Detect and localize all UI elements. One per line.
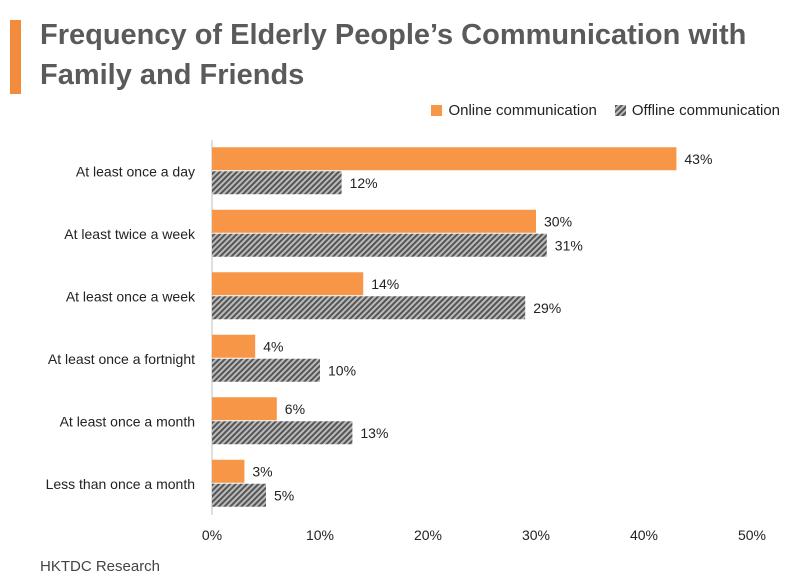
data-label-offline: 13% xyxy=(360,425,388,441)
category-label: At least once a day xyxy=(76,163,195,179)
bar-online xyxy=(212,334,256,358)
bar-online xyxy=(212,272,364,296)
title-accent-bar xyxy=(10,20,21,94)
source-note: HKTDC Research xyxy=(40,558,161,575)
category-label: At least twice a week xyxy=(64,226,196,242)
legend-label-online: Online communication xyxy=(448,102,597,119)
x-tick-label: 10% xyxy=(306,527,334,543)
category-label: Less than once a month xyxy=(46,476,195,492)
data-label-offline: 5% xyxy=(274,487,294,503)
data-label-online: 3% xyxy=(252,463,272,479)
legend-swatch-online xyxy=(431,105,443,116)
bar-online xyxy=(212,209,536,233)
bar-online xyxy=(212,397,277,421)
legend: Online communication Offline communicati… xyxy=(431,102,780,119)
data-label-online: 43% xyxy=(684,151,712,167)
data-label-online: 4% xyxy=(263,338,283,354)
legend-item-offline: Offline communication xyxy=(614,102,780,119)
x-tick-label: 20% xyxy=(414,527,442,543)
data-label-offline: 12% xyxy=(350,175,378,191)
category-label: At least once a fortnight xyxy=(48,351,195,367)
x-tick-label: 40% xyxy=(630,527,658,543)
bar-online xyxy=(212,459,245,483)
chart-title-line-2: Family and Friends xyxy=(40,59,305,91)
data-label-online: 6% xyxy=(285,401,305,417)
data-label-online: 30% xyxy=(544,213,572,229)
bar-offline xyxy=(212,171,342,195)
data-label-online: 14% xyxy=(371,276,399,292)
data-label-offline: 31% xyxy=(555,237,583,253)
legend-item-online: Online communication xyxy=(431,102,597,119)
x-tick-label: 0% xyxy=(202,527,222,543)
chart-title-line-1: Frequency of Elderly People’s Communicat… xyxy=(40,19,747,51)
chart-title: Frequency of Elderly People’s Communicat… xyxy=(40,15,780,95)
bar-offline xyxy=(212,483,266,507)
data-label-offline: 29% xyxy=(533,300,561,316)
x-tick-label: 30% xyxy=(522,527,550,543)
category-label: At least once a month xyxy=(60,413,195,429)
legend-label-offline: Offline communication xyxy=(631,102,780,119)
data-label-offline: 10% xyxy=(328,362,356,378)
bar-online xyxy=(212,147,677,171)
legend-swatch-offline xyxy=(614,105,626,116)
x-tick-label: 50% xyxy=(738,527,766,543)
bar-offline xyxy=(212,358,320,382)
bar-offline xyxy=(212,421,353,445)
bar-offline xyxy=(212,233,547,257)
category-label: At least once a week xyxy=(66,288,196,304)
bar-offline xyxy=(212,296,526,320)
